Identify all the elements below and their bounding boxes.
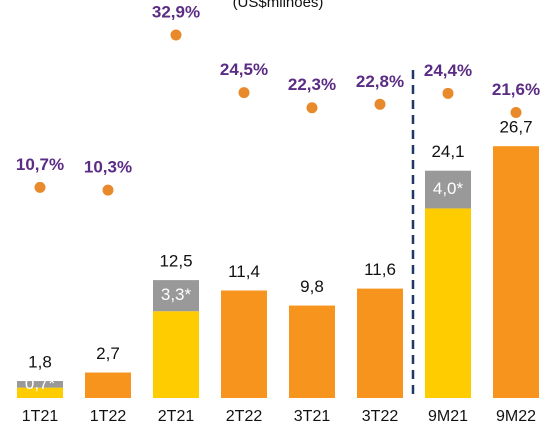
percent-dot	[238, 87, 250, 99]
percent-label: 10,3%	[84, 158, 132, 177]
total-label: 24,1	[431, 142, 464, 161]
bar-segment	[17, 381, 63, 388]
percent-dot	[306, 102, 318, 114]
percent-dot	[374, 98, 386, 110]
bar-segment	[289, 305, 335, 398]
percent-label: 22,8%	[356, 72, 404, 91]
bar-segment	[357, 288, 403, 398]
bar-segment	[153, 280, 199, 312]
x-tick-label: 2T22	[226, 408, 263, 425]
bar-segment	[221, 290, 267, 398]
total-label: 1,8	[28, 353, 52, 372]
x-tick-label: 3T22	[362, 408, 399, 425]
percent-dot	[34, 181, 46, 193]
segment-label: 4,0*	[433, 179, 464, 198]
percent-label: 10,7%	[16, 155, 64, 174]
percent-dot	[170, 29, 182, 41]
total-label: 2,7	[96, 344, 120, 363]
percent-label: 24,4%	[424, 61, 472, 80]
total-label: 11,4	[228, 262, 260, 281]
segment-label: 0,7*	[25, 374, 56, 393]
x-tick-label: 1T22	[90, 408, 127, 425]
x-tick-label: 9M22	[496, 408, 536, 425]
bar-segment	[493, 146, 539, 398]
percent-dot	[102, 184, 114, 196]
total-label: 12,5	[159, 252, 192, 271]
x-tick-label: 2T21	[158, 408, 195, 425]
chart-subtitle: (US$milhões)	[233, 0, 324, 11]
segment-label: 3,3*	[161, 285, 192, 304]
percent-label: 22,3%	[288, 75, 336, 94]
bar-segment	[425, 208, 471, 398]
total-label: 26,7	[499, 118, 532, 137]
percent-dot	[442, 87, 454, 99]
bar-segment	[425, 170, 471, 209]
x-tick-label: 1T21	[22, 408, 59, 425]
percent-label: 21,6%	[492, 80, 540, 99]
x-tick-label: 9M21	[428, 408, 468, 425]
percent-label: 32,9%	[152, 2, 200, 21]
total-label: 11,6	[364, 260, 396, 279]
bar-segment	[153, 311, 199, 398]
bar-segment	[17, 387, 63, 398]
x-tick-label: 3T21	[294, 408, 331, 425]
percent-dot	[510, 107, 522, 119]
bar-segment	[85, 372, 131, 398]
percent-label: 24,5%	[220, 60, 268, 79]
total-label: 9,8	[300, 277, 324, 296]
